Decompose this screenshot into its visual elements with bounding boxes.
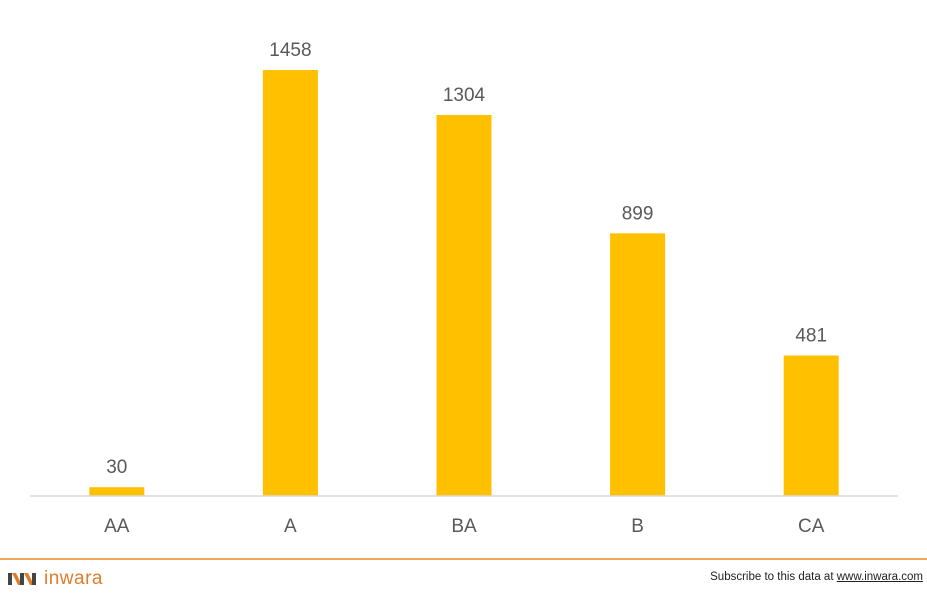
data-label-ba: 1304 [443, 85, 486, 106]
x-tick-label-ba: BA [451, 516, 477, 537]
bar-aa [89, 487, 145, 496]
data-label-group: 30 1458 1304 899 481 [106, 40, 827, 478]
data-label-b: 899 [622, 203, 654, 224]
subscribe-text: Subscribe to this data at [710, 571, 837, 583]
brand[interactable]: inwara [8, 568, 103, 590]
bar-group [89, 70, 839, 497]
brand-name: inwara [44, 568, 103, 589]
x-tick-label-group: AA A BA B CA [104, 516, 825, 537]
inwara-logo-icon [8, 573, 36, 585]
subscribe-note: Subscribe to this data at www.inwara.com [710, 571, 923, 583]
bar-ca [783, 355, 839, 496]
bar-a [262, 70, 318, 496]
subscribe-link[interactable]: www.inwara.com [836, 571, 923, 583]
data-label-aa: 30 [106, 457, 127, 478]
x-tick-label-b: B [631, 516, 644, 537]
x-tick-label-aa: AA [104, 516, 130, 537]
footer: inwara Subscribe to this data at www.inw… [0, 558, 927, 598]
data-label-ca: 481 [795, 326, 827, 347]
data-label-a: 1458 [269, 40, 311, 61]
bar-b [610, 233, 666, 497]
x-tick-label-ca: CA [798, 516, 825, 537]
x-tick-label-a: A [284, 516, 297, 537]
bar-ba [436, 115, 492, 496]
